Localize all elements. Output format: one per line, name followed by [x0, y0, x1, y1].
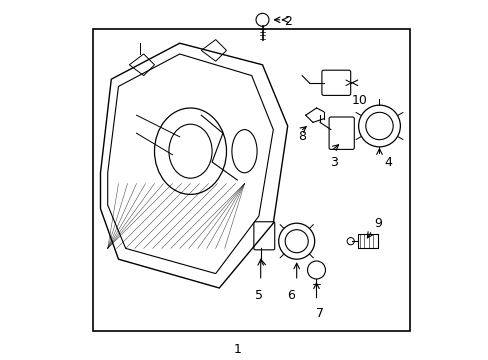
Text: 4: 4 [384, 156, 392, 168]
Text: 1: 1 [233, 343, 241, 356]
Text: 5: 5 [254, 289, 263, 302]
Text: 3: 3 [330, 156, 338, 168]
Text: 6: 6 [287, 289, 295, 302]
Text: 8: 8 [298, 130, 305, 143]
Bar [93, 29, 409, 331]
Text: 9: 9 [373, 217, 381, 230]
Text: 2: 2 [283, 15, 291, 28]
Text: 7: 7 [315, 307, 324, 320]
Bar [357, 234, 377, 248]
Text: 10: 10 [351, 94, 367, 107]
